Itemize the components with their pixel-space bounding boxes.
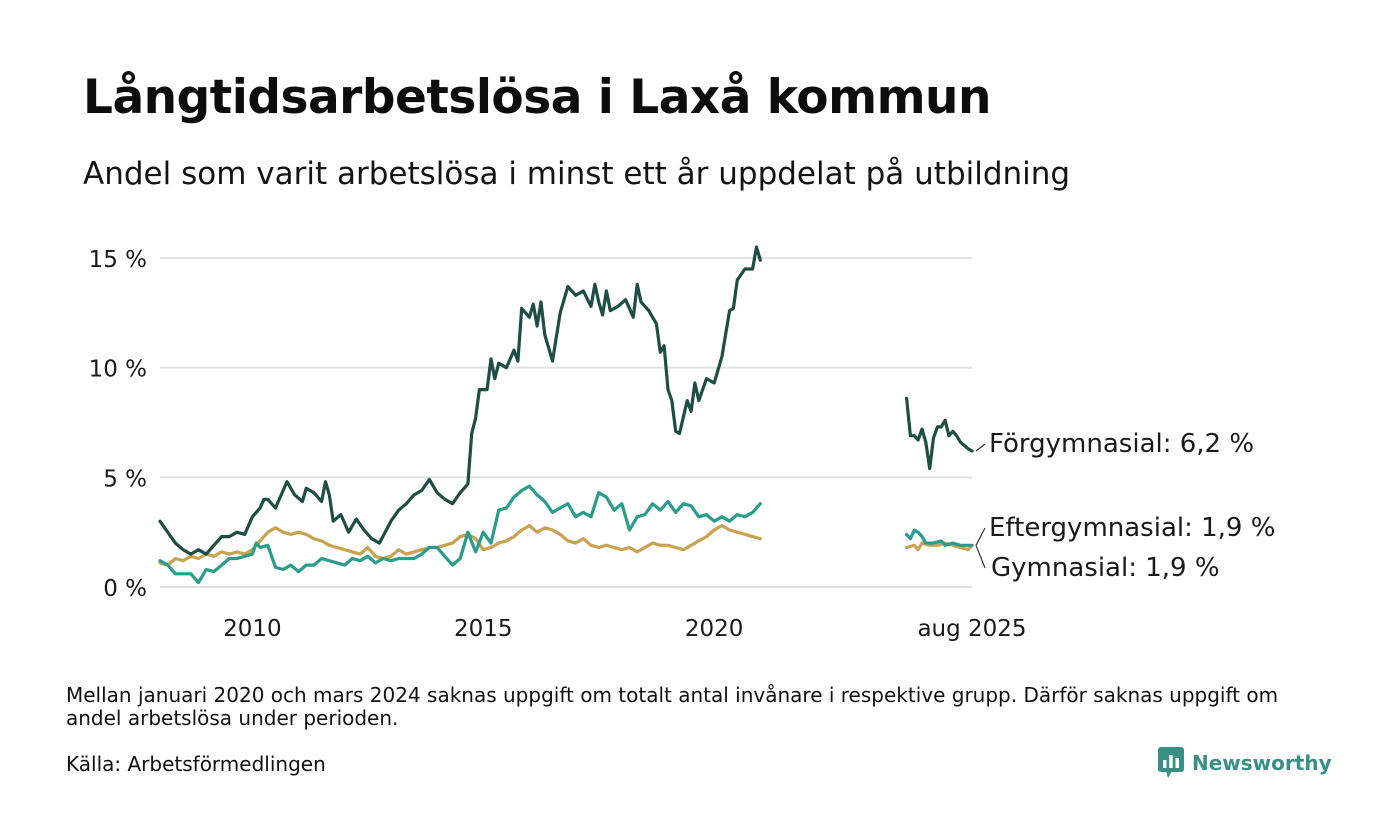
logo-text: Newsworthy [1192, 751, 1332, 775]
series-lines [158, 245, 974, 585]
series-line-eftergymnasial-2 [905, 528, 974, 547]
y-tick-label: 0 % [103, 576, 147, 602]
chart-subtitle: Andel som varit arbetslösa i minst ett å… [83, 156, 1071, 192]
x-tick-label: aug 2025 [917, 616, 1026, 642]
label-leader [975, 545, 986, 569]
gridlines [160, 257, 972, 588]
y-tick-label: 10 % [89, 357, 147, 383]
x-tick-label: 2010 [223, 616, 282, 642]
y-axis-labels: 0 % 5 % 10 % 15 % [89, 247, 147, 602]
series-end-label: Förgymnasial: 6,2 % [989, 429, 1254, 459]
label-leader [975, 443, 986, 452]
series-end-label: Eftergymnasial: 1,9 % [989, 513, 1275, 543]
series-line-gymnasial-2 [905, 541, 974, 552]
series-end-label: Gymnasial: 1,9 % [991, 553, 1220, 583]
line-chart: 0 % 5 % 10 % 15 % 2010 2015 2020 aug 2025 Förg… [89, 245, 1275, 642]
series-line-f-rgymnasial-1 [158, 245, 762, 556]
chart-title: Långtidsarbetslösa i Laxå kommun [83, 70, 991, 125]
x-tick-label: 2015 [454, 616, 513, 642]
newsworthy-logo: Newsworthy [1158, 746, 1332, 780]
footnote: Mellan januari 2020 och mars 2024 saknas… [66, 683, 1279, 730]
y-tick-label: 15 % [89, 247, 147, 273]
y-tick-label: 5 % [103, 466, 147, 492]
series-line-gymnasial-1 [158, 524, 762, 567]
series-line-eftergymnasial-1 [158, 484, 762, 585]
x-axis-labels: 2010 2015 2020 aug 2025 [223, 616, 1026, 642]
series-end-labels: Förgymnasial: 6,2 % Eftergymnasial: 1,9 %… [975, 429, 1275, 583]
series-line-f-rgymnasial-2 [905, 396, 974, 471]
x-tick-label: 2020 [685, 616, 744, 642]
source-text: Källa: Arbetsförmedlingen [66, 752, 326, 776]
newsworthy-chart-icon [1158, 747, 1184, 778]
label-leader [975, 527, 986, 546]
